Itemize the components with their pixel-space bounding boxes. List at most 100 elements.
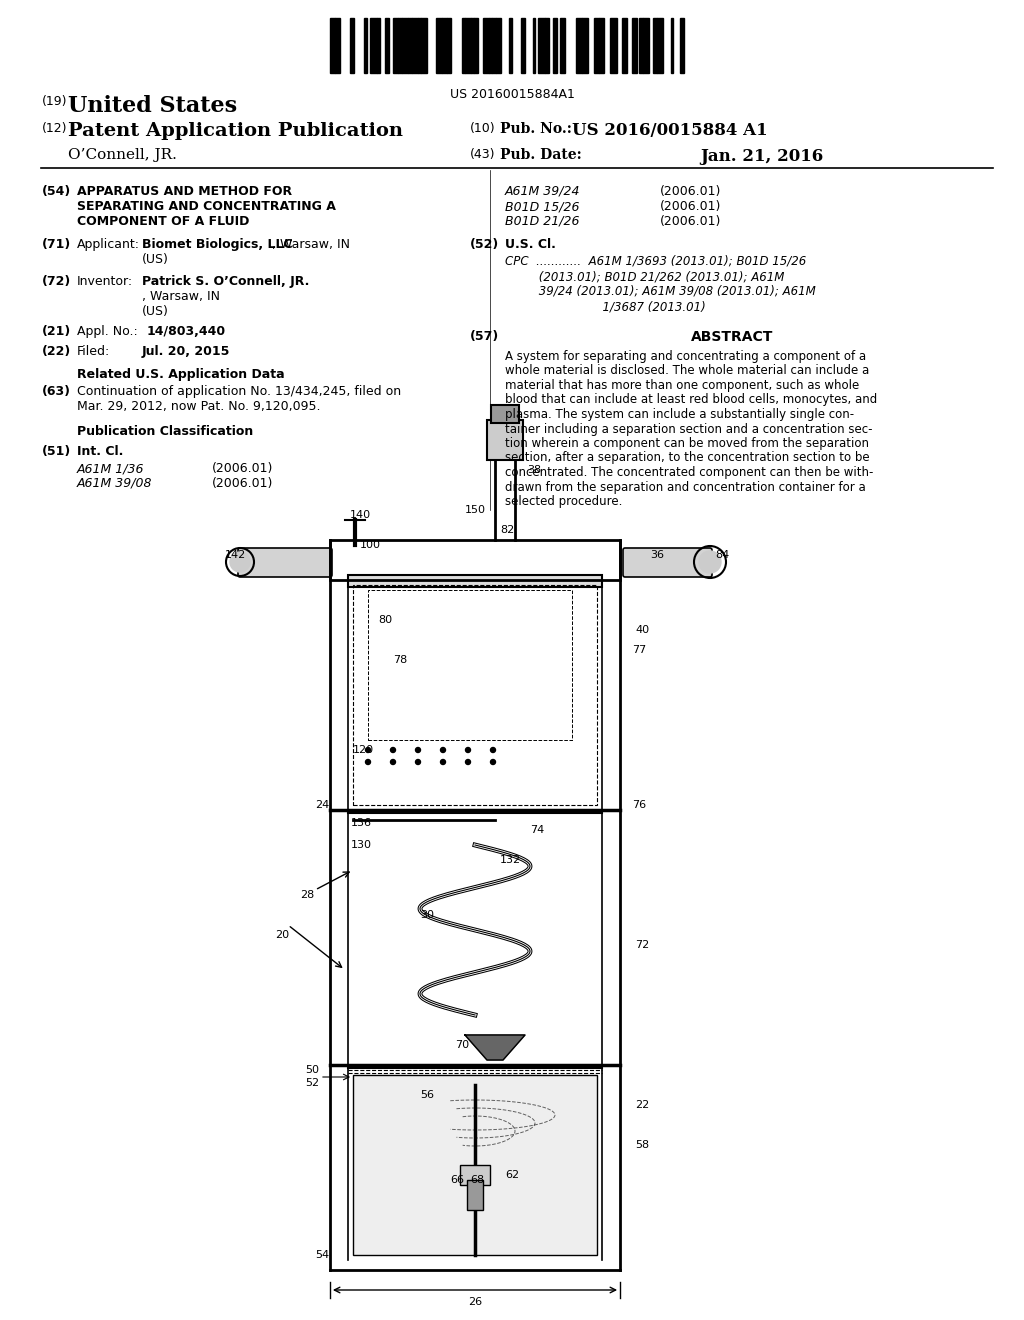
Text: (43): (43) (470, 148, 496, 161)
Bar (653, 18, 657, 73)
Bar (532, 18, 535, 73)
Text: Continuation of application No. 13/434,245, filed on: Continuation of application No. 13/434,2… (77, 385, 401, 399)
Text: (2006.01): (2006.01) (212, 462, 273, 475)
Text: material that has more than one component, such as whole: material that has more than one componen… (505, 379, 859, 392)
Bar (487, 420, 523, 459)
Text: Patent Application Publication: Patent Application Publication (68, 121, 403, 140)
Circle shape (390, 747, 395, 752)
Text: Filed:: Filed: (77, 345, 111, 358)
Text: Related U.S. Application Data: Related U.S. Application Data (77, 368, 285, 381)
Text: Jul. 20, 2015: Jul. 20, 2015 (142, 345, 230, 358)
Text: 62: 62 (505, 1170, 519, 1180)
Circle shape (699, 550, 721, 573)
Text: Pub. Date:: Pub. Date: (500, 148, 582, 162)
Text: 30: 30 (420, 909, 434, 920)
Text: Inventor:: Inventor: (77, 275, 133, 288)
Text: US 20160015884A1: US 20160015884A1 (450, 88, 574, 102)
Bar (371, 18, 377, 73)
Text: 70: 70 (455, 1040, 469, 1049)
Text: (2013.01); B01D 21/262 (2013.01); A61M: (2013.01); B01D 21/262 (2013.01); A61M (505, 271, 784, 282)
Text: (US): (US) (142, 253, 169, 267)
Circle shape (230, 552, 250, 572)
Text: 136: 136 (351, 818, 372, 828)
Text: 100: 100 (360, 540, 381, 550)
Text: 78: 78 (393, 655, 408, 665)
Bar (474, 18, 477, 73)
Bar (353, 1074, 597, 1255)
Text: 66: 66 (450, 1175, 464, 1185)
Bar (330, 18, 335, 73)
Bar (471, 18, 474, 73)
Text: Patrick S. O’Connell, JR.: Patrick S. O’Connell, JR. (142, 275, 309, 288)
Text: tion wherein a component can be moved from the separation: tion wherein a component can be moved fr… (505, 437, 869, 450)
Text: , Warsaw, IN: , Warsaw, IN (272, 238, 350, 251)
Bar (599, 18, 604, 73)
Text: 36: 36 (650, 550, 664, 560)
FancyBboxPatch shape (623, 548, 712, 577)
Text: 120: 120 (353, 744, 374, 755)
Text: (2006.01): (2006.01) (660, 185, 721, 198)
Bar (460, 1166, 490, 1185)
Bar (490, 405, 519, 422)
Text: tainer including a separation section and a concentration sec-: tainer including a separation section an… (505, 422, 872, 436)
Text: Applicant:: Applicant: (77, 238, 140, 251)
Text: (54): (54) (42, 185, 72, 198)
Text: (21): (21) (42, 325, 72, 338)
Bar (545, 18, 549, 73)
Circle shape (416, 747, 421, 752)
Bar (489, 18, 493, 73)
Text: 20: 20 (275, 931, 289, 940)
Bar (671, 18, 673, 73)
Circle shape (440, 759, 445, 764)
Text: A system for separating and concentrating a component of a: A system for separating and concentratin… (505, 350, 866, 363)
Bar (496, 18, 501, 73)
Text: drawn from the separation and concentration container for a: drawn from the separation and concentrat… (505, 480, 865, 494)
Text: Jan. 21, 2016: Jan. 21, 2016 (700, 148, 823, 165)
Text: A61M 39/08: A61M 39/08 (77, 477, 153, 490)
Text: Publication Classification: Publication Classification (77, 425, 253, 438)
Bar (348, 576, 602, 587)
Bar (335, 18, 340, 73)
Text: 54: 54 (315, 1250, 329, 1261)
Text: 28: 28 (300, 890, 314, 900)
Bar (560, 18, 564, 73)
Text: Mar. 29, 2012, now Pat. No. 9,120,095.: Mar. 29, 2012, now Pat. No. 9,120,095. (77, 400, 321, 413)
Bar (441, 18, 446, 73)
Text: selected procedure.: selected procedure. (505, 495, 623, 508)
Text: plasma. The system can include a substantially single con-: plasma. The system can include a substan… (505, 408, 854, 421)
Text: (10): (10) (470, 121, 496, 135)
Bar (467, 1180, 483, 1210)
Bar (577, 18, 582, 73)
Bar (594, 18, 599, 73)
Text: (51): (51) (42, 445, 72, 458)
Text: (57): (57) (470, 330, 500, 343)
Text: blood that can include at least red blood cells, monocytes, and: blood that can include at least red bloo… (505, 393, 878, 407)
Text: United States: United States (68, 95, 238, 117)
Text: 77: 77 (632, 645, 646, 655)
Circle shape (490, 747, 496, 752)
Circle shape (440, 747, 445, 752)
Text: Pub. No.:: Pub. No.: (500, 121, 571, 136)
Text: O’Connell, JR.: O’Connell, JR. (68, 148, 177, 162)
Text: (12): (12) (42, 121, 68, 135)
Text: (71): (71) (42, 238, 72, 251)
Text: 68: 68 (470, 1175, 484, 1185)
Bar (368, 590, 572, 741)
Bar (412, 18, 418, 73)
Text: (63): (63) (42, 385, 71, 399)
FancyBboxPatch shape (238, 548, 332, 577)
Bar (657, 18, 664, 73)
Text: B01D 21/26: B01D 21/26 (505, 215, 580, 228)
Text: ABSTRACT: ABSTRACT (691, 330, 773, 345)
Text: (22): (22) (42, 345, 72, 358)
Bar (493, 18, 496, 73)
Text: B01D 15/26: B01D 15/26 (505, 201, 580, 213)
Text: concentrated. The concentrated component can then be with-: concentrated. The concentrated component… (505, 466, 873, 479)
Text: 132: 132 (500, 855, 521, 865)
Bar (436, 18, 441, 73)
Bar (446, 18, 451, 73)
Bar (364, 18, 368, 73)
Circle shape (390, 759, 395, 764)
Bar (402, 18, 408, 73)
Text: (19): (19) (42, 95, 68, 108)
